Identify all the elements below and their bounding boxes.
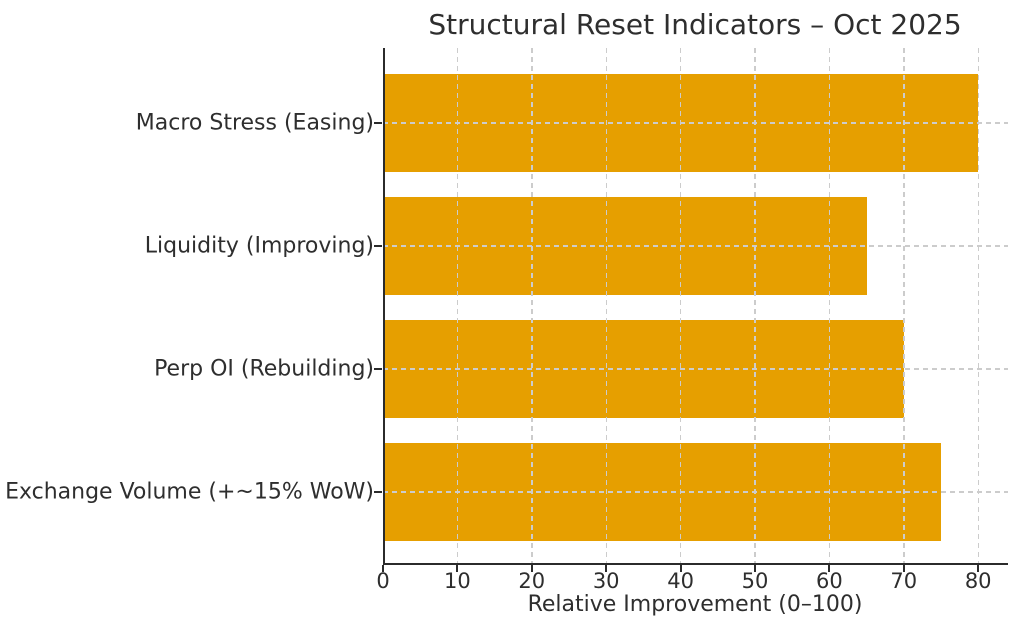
y-tick-mark (374, 245, 382, 247)
v-gridline (531, 48, 533, 565)
plot-area: Macro Stress (Easing) Liquidity (Improvin… (5, 48, 1008, 593)
h-gridline (383, 122, 1008, 124)
y-tick-mark (374, 491, 382, 493)
x-axis-label: Relative Improvement (0–100) (527, 592, 863, 617)
x-tick-label: 60 (816, 569, 843, 593)
y-category-label: Macro Stress (Easing) (135, 110, 374, 136)
h-gridline (383, 491, 1008, 493)
x-tick-mark (456, 565, 459, 572)
x-tick-label: 50 (741, 569, 769, 593)
x-tick-mark (605, 565, 608, 572)
x-tick-mark (754, 565, 756, 572)
v-gridline (456, 48, 459, 565)
y-category-label: Exchange Volume (+~15% WoW) (5, 479, 374, 505)
x-tick-label: 30 (592, 569, 620, 593)
v-gridline (679, 48, 682, 565)
v-gridline (754, 48, 756, 565)
x-tick-label: 80 (964, 569, 992, 593)
x-tick-mark (977, 565, 980, 572)
x-tick-mark (382, 565, 384, 572)
v-gridline (977, 48, 979, 565)
x-tick-label: 40 (667, 569, 694, 593)
x-tick-mark (679, 565, 682, 572)
y-tick-mark (374, 368, 382, 370)
x-tick-label: 20 (518, 569, 546, 593)
h-gridline (383, 245, 1008, 247)
x-tick-label: 70 (890, 569, 918, 593)
bottom-spine (383, 563, 1008, 565)
v-gridline (903, 48, 905, 565)
v-gridline (605, 48, 607, 565)
y-category-label: Perp OI (Rebuilding) (154, 356, 374, 382)
x-tick-mark (530, 565, 533, 572)
x-tick-mark (902, 565, 905, 572)
x-tick-mark (828, 565, 831, 572)
y-category-label: Liquidity (Improving) (144, 233, 374, 259)
y-tick-mark (374, 122, 382, 124)
x-tick-label: 10 (444, 569, 471, 593)
x-tick-label: 0 (376, 569, 390, 593)
v-gridline (828, 48, 831, 565)
chart-title: Structural Reset Indicators – Oct 2025 (428, 8, 962, 41)
h-gridline (383, 368, 1008, 370)
left-spine (383, 48, 385, 565)
